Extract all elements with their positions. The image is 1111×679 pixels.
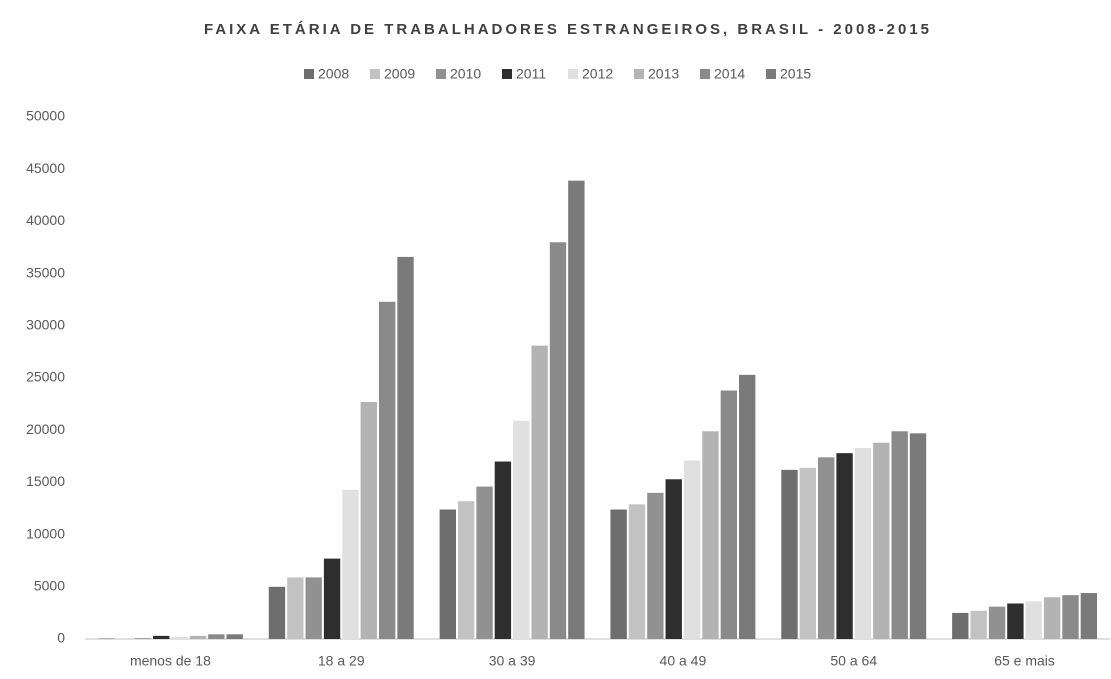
bar: [549, 242, 567, 639]
x-tick-label: 18 a 29: [318, 653, 365, 669]
bar: [457, 501, 475, 639]
legend-swatch: [766, 69, 776, 79]
bar: [287, 577, 304, 639]
legend-label: 2009: [384, 66, 415, 82]
y-tick-label: 25000: [26, 369, 65, 385]
legend-swatch: [370, 69, 380, 79]
bar: [153, 635, 170, 639]
bar: [268, 586, 286, 639]
bar: [628, 504, 646, 639]
bar: [873, 442, 890, 639]
legend-swatch: [568, 69, 578, 79]
legend-label: 2011: [516, 66, 546, 82]
legend-label: 2013: [648, 66, 679, 82]
bar: [988, 606, 1006, 639]
legend-label: 2008: [318, 66, 349, 82]
bar: [513, 420, 530, 639]
x-tick-label: 40 a 49: [660, 653, 707, 669]
bar: [1080, 593, 1098, 639]
y-tick-label: 20000: [26, 421, 65, 437]
bar: [952, 612, 969, 639]
y-tick-label: 50000: [26, 108, 65, 124]
y-tick-label: 45000: [26, 160, 65, 176]
legend-label: 2012: [582, 66, 613, 82]
x-tick-label: 30 a 39: [489, 653, 536, 669]
bar: [439, 509, 456, 639]
bar: [739, 374, 756, 639]
bar: [189, 635, 207, 639]
legend-swatch: [700, 69, 710, 79]
legend-label: 2015: [780, 66, 811, 82]
bar: [1025, 601, 1042, 639]
legend-swatch: [634, 69, 644, 79]
bar: [781, 469, 798, 639]
bar: [970, 610, 987, 639]
bar: [531, 345, 548, 639]
bar: [799, 467, 817, 639]
y-tick-label: 0: [57, 630, 65, 646]
legend-swatch: [502, 69, 512, 79]
y-tick-label: 10000: [26, 525, 65, 541]
bar: [226, 634, 243, 639]
bar: [323, 558, 341, 639]
bar: [818, 457, 835, 639]
bar: [610, 509, 627, 639]
bar: [665, 479, 682, 639]
bar: [909, 433, 927, 639]
bar: [397, 256, 414, 639]
bar: [342, 489, 359, 639]
bar: [378, 301, 396, 639]
bar: [702, 431, 719, 639]
y-tick-label: 30000: [26, 317, 65, 333]
bar: [568, 180, 585, 639]
bar: [647, 492, 664, 639]
bar: [360, 402, 377, 639]
bar: [1007, 603, 1024, 639]
y-tick-label: 35000: [26, 264, 65, 280]
legend-label: 2010: [450, 66, 481, 82]
chart-title: FAIXA ETÁRIA DE TRABALHADORES ESTRANGEIR…: [204, 21, 932, 38]
y-tick-label: 5000: [34, 578, 65, 594]
bar: [1043, 597, 1061, 639]
legend-swatch: [304, 69, 314, 79]
y-tick-label: 15000: [26, 473, 65, 489]
bar: [836, 453, 853, 639]
y-tick-label: 40000: [26, 212, 65, 228]
x-tick-label: menos de 18: [130, 653, 211, 669]
bar: [720, 390, 738, 639]
bar: [171, 636, 188, 639]
bar: [208, 634, 225, 639]
bar: [683, 460, 701, 639]
legend-swatch: [436, 69, 446, 79]
bar: [854, 447, 872, 639]
bar: [476, 486, 493, 639]
bar: [134, 638, 152, 639]
bar: [97, 638, 115, 639]
x-tick-label: 65 e mais: [994, 653, 1055, 669]
legend-label: 2014: [714, 66, 745, 82]
bar: [891, 431, 908, 639]
bar: [1062, 595, 1079, 639]
bar: [305, 577, 322, 639]
bar: [116, 638, 133, 639]
bar: [494, 461, 512, 639]
x-tick-label: 50 a 64: [830, 653, 877, 669]
